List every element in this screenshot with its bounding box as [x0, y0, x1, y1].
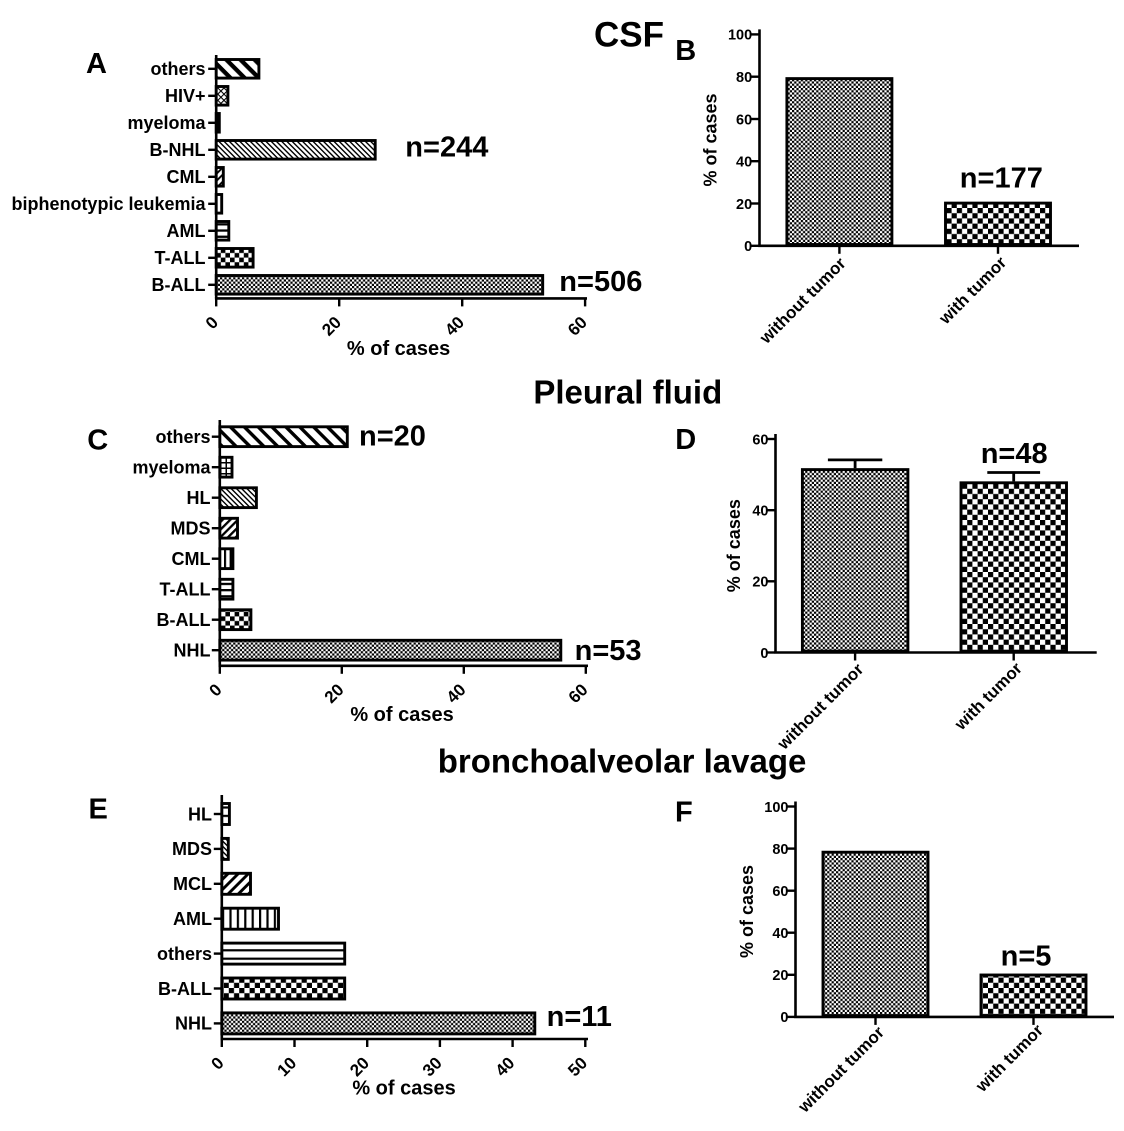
svg-text:40: 40 [736, 155, 752, 171]
svg-text:n=177: n=177 [960, 163, 1043, 195]
svg-text:n=20: n=20 [359, 421, 426, 453]
svg-text:100: 100 [764, 800, 788, 816]
svg-text:60: 60 [736, 112, 752, 128]
svg-text:AML: AML [167, 221, 206, 241]
svg-text:20: 20 [736, 197, 752, 213]
svg-text:n=53: n=53 [575, 635, 642, 667]
svg-text:others: others [157, 944, 212, 964]
svg-text:C: C [87, 424, 108, 456]
svg-text:% of cases: % of cases [724, 499, 744, 592]
svg-text:% of cases: % of cases [350, 704, 453, 726]
svg-text:myeloma: myeloma [132, 458, 211, 478]
svg-text:0: 0 [760, 646, 768, 662]
svg-text:B: B [675, 35, 696, 67]
svg-text:CML: CML [167, 167, 206, 187]
svg-text:NHL: NHL [174, 641, 211, 661]
svg-text:40: 40 [772, 926, 788, 942]
svg-text:F: F [675, 797, 693, 829]
svg-text:0: 0 [780, 1010, 788, 1026]
svg-text:B-ALL: B-ALL [157, 610, 211, 630]
svg-text:A: A [86, 48, 107, 80]
svg-text:CML: CML [172, 549, 211, 569]
svg-text:0: 0 [744, 239, 752, 255]
svg-text:MDS: MDS [171, 519, 211, 539]
svg-text:E: E [89, 794, 108, 826]
svg-text:80: 80 [736, 70, 752, 86]
svg-text:T-ALL: T-ALL [155, 248, 206, 268]
svg-text:80: 80 [772, 842, 788, 858]
svg-text:% of cases: % of cases [352, 1078, 455, 1100]
svg-text:bronchoalveolar lavage: bronchoalveolar lavage [438, 743, 807, 780]
svg-text:% of cases: % of cases [701, 93, 721, 186]
svg-text:T-ALL: T-ALL [160, 580, 211, 600]
svg-text:biphenotypic leukemia: biphenotypic leukemia [11, 194, 206, 214]
svg-text:40: 40 [752, 504, 768, 520]
svg-text:others: others [150, 59, 205, 79]
svg-text:MDS: MDS [172, 839, 212, 859]
svg-text:B-ALL: B-ALL [152, 275, 206, 295]
svg-text:CSF: CSF [594, 16, 664, 55]
svg-text:n=506: n=506 [559, 266, 642, 298]
svg-text:n=244: n=244 [405, 132, 488, 164]
svg-text:% of cases: % of cases [737, 865, 757, 958]
svg-text:100: 100 [728, 28, 752, 44]
svg-text:60: 60 [752, 432, 768, 448]
svg-text:Pleural fluid: Pleural fluid [533, 373, 722, 410]
svg-text:B-ALL: B-ALL [158, 979, 212, 999]
svg-text:HL: HL [187, 488, 211, 508]
svg-text:MCL: MCL [173, 874, 212, 894]
svg-text:D: D [675, 424, 696, 456]
svg-text:n=11: n=11 [547, 1001, 612, 1033]
svg-text:n=48: n=48 [981, 438, 1048, 470]
svg-text:60: 60 [772, 884, 788, 900]
svg-text:20: 20 [772, 968, 788, 984]
svg-text:HIV+: HIV+ [165, 86, 206, 106]
svg-text:HL: HL [188, 804, 212, 824]
svg-text:% of cases: % of cases [347, 338, 450, 360]
svg-text:NHL: NHL [175, 1014, 212, 1034]
svg-text:myeloma: myeloma [127, 113, 206, 133]
svg-text:n=5: n=5 [1001, 940, 1052, 972]
svg-text:AML: AML [173, 909, 212, 929]
svg-text:others: others [155, 427, 210, 447]
svg-text:B-NHL: B-NHL [150, 140, 206, 160]
svg-text:20: 20 [752, 575, 768, 591]
